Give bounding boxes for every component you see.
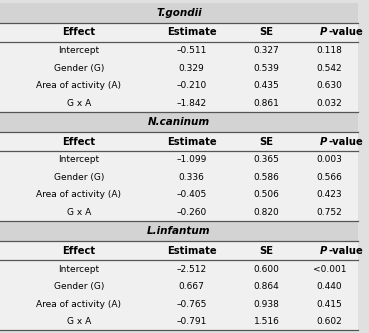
Text: 0.032: 0.032: [317, 99, 342, 108]
Text: –0.260: –0.260: [176, 208, 207, 217]
Text: ’: ’: [328, 246, 331, 256]
Text: 0.365: 0.365: [254, 156, 280, 165]
Text: –0.511: –0.511: [176, 46, 207, 55]
Text: –0.210: –0.210: [176, 81, 207, 90]
Bar: [0, 260, 358, 278]
Text: 0.938: 0.938: [254, 300, 280, 309]
Bar: [0, 204, 358, 221]
Text: –0.405: –0.405: [176, 190, 207, 199]
Bar: [0, 295, 358, 313]
Text: 0.600: 0.600: [254, 265, 280, 274]
Text: SE: SE: [260, 246, 274, 256]
Text: <0.001: <0.001: [313, 265, 346, 274]
Text: G x A: G x A: [67, 208, 91, 217]
Bar: [0, 241, 358, 260]
Text: ’: ’: [328, 27, 331, 37]
Bar: [0, 151, 358, 169]
Text: Effect: Effect: [62, 27, 95, 37]
Bar: [0, 313, 358, 330]
Bar: [0, 95, 358, 112]
Text: P: P: [320, 27, 328, 37]
Text: –0.791: –0.791: [176, 317, 207, 326]
Text: Intercept: Intercept: [58, 156, 99, 165]
Text: G x A: G x A: [67, 317, 91, 326]
Bar: [0, 169, 358, 186]
Bar: [0, 186, 358, 204]
Text: –1.842: –1.842: [176, 99, 207, 108]
Text: 1.516: 1.516: [254, 317, 280, 326]
Text: Effect: Effect: [62, 246, 95, 256]
Bar: [0, 132, 358, 151]
Text: 0.667: 0.667: [179, 282, 204, 291]
Text: 0.602: 0.602: [317, 317, 342, 326]
Text: 0.542: 0.542: [317, 64, 342, 73]
Text: 0.539: 0.539: [254, 64, 280, 73]
Text: 0.423: 0.423: [317, 190, 342, 199]
Text: Estimate: Estimate: [167, 246, 216, 256]
Text: P: P: [320, 137, 328, 147]
Text: 0.566: 0.566: [316, 173, 342, 182]
Text: –2.512: –2.512: [176, 265, 207, 274]
Text: 0.864: 0.864: [254, 282, 280, 291]
Text: N.caninum: N.caninum: [148, 117, 210, 127]
Text: –0.765: –0.765: [176, 300, 207, 309]
Text: 0.118: 0.118: [316, 46, 342, 55]
Text: L.infantum: L.infantum: [147, 226, 211, 236]
Text: Area of activity (A): Area of activity (A): [36, 81, 121, 90]
Text: Area of activity (A): Area of activity (A): [36, 190, 121, 199]
Text: Gender (G): Gender (G): [54, 173, 104, 182]
Text: P: P: [320, 246, 328, 256]
Bar: [0, 3, 358, 23]
Text: Intercept: Intercept: [58, 265, 99, 274]
Bar: [0, 60, 358, 77]
Bar: [0, 278, 358, 295]
Text: 0.506: 0.506: [254, 190, 280, 199]
Text: 0.003: 0.003: [316, 156, 342, 165]
Text: Effect: Effect: [62, 137, 95, 147]
Text: T.gondii: T.gondii: [156, 8, 202, 18]
Bar: [0, 23, 358, 42]
Text: -value: -value: [328, 27, 363, 37]
Text: 0.630: 0.630: [316, 81, 342, 90]
Text: G x A: G x A: [67, 99, 91, 108]
Text: Intercept: Intercept: [58, 46, 99, 55]
Text: 0.586: 0.586: [254, 173, 280, 182]
Text: -value: -value: [328, 246, 363, 256]
Text: -value: -value: [328, 137, 363, 147]
Bar: [0, 221, 358, 241]
Text: 0.329: 0.329: [179, 64, 204, 73]
Text: 0.336: 0.336: [179, 173, 204, 182]
Text: Gender (G): Gender (G): [54, 64, 104, 73]
Bar: [0, 77, 358, 95]
Text: 0.752: 0.752: [317, 208, 342, 217]
Text: 0.415: 0.415: [317, 300, 342, 309]
Text: Estimate: Estimate: [167, 27, 216, 37]
Bar: [0, 112, 358, 132]
Text: Estimate: Estimate: [167, 137, 216, 147]
Text: 0.440: 0.440: [317, 282, 342, 291]
Bar: [0, 42, 358, 60]
Text: Gender (G): Gender (G): [54, 282, 104, 291]
Text: 0.435: 0.435: [254, 81, 280, 90]
Text: 0.861: 0.861: [254, 99, 280, 108]
Text: SE: SE: [260, 137, 274, 147]
Text: Area of activity (A): Area of activity (A): [36, 300, 121, 309]
Text: –1.099: –1.099: [176, 156, 207, 165]
Text: 0.820: 0.820: [254, 208, 280, 217]
Text: SE: SE: [260, 27, 274, 37]
Text: 0.327: 0.327: [254, 46, 280, 55]
Text: ’: ’: [328, 137, 331, 147]
